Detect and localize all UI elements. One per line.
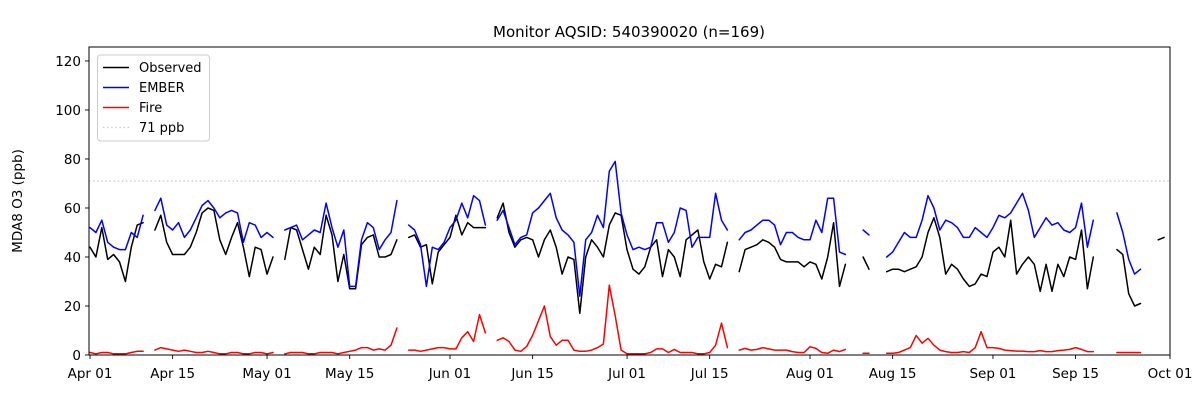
- observed-line: [862, 256, 870, 270]
- ember-line: [284, 199, 398, 288]
- x-tick-label: Jul 15: [690, 366, 729, 382]
- x-tick-label: Sep 01: [969, 366, 1016, 382]
- ember-line: [862, 229, 870, 236]
- x-tick-label: Jun 01: [428, 366, 472, 382]
- fire-line: [738, 345, 847, 355]
- y-tick-label: 120: [55, 54, 81, 70]
- fire-line: [154, 346, 274, 355]
- y-axis-label: MDA8 O3 (ppb): [10, 149, 26, 253]
- ember-line: [496, 160, 729, 297]
- fire-line: [89, 350, 144, 355]
- observed-line: [738, 221, 847, 288]
- fire-line: [885, 330, 1095, 355]
- x-tick-label: Apr 01: [68, 366, 113, 382]
- legend-label: 71 ppb: [139, 121, 184, 136]
- observed-line: [885, 217, 1095, 293]
- ember-line: [738, 197, 847, 256]
- legend-label: Observed: [139, 61, 202, 76]
- ember-line: [885, 192, 1095, 258]
- y-tick-label: 0: [72, 348, 81, 364]
- x-tick-label: Sep 15: [1052, 366, 1099, 382]
- series-group: [89, 160, 1165, 355]
- chart-title: Monitor AQSID: 540390020 (n=169): [493, 23, 765, 41]
- ember-line: [407, 194, 487, 288]
- fire-line: [407, 313, 487, 353]
- y-tick-label: 20: [64, 299, 81, 315]
- x-tick-label: Aug 15: [869, 366, 917, 382]
- observed-line: [284, 214, 398, 290]
- fire-line: [496, 284, 729, 355]
- axis-ticks-group: 0 20 40 60 80 100 120 Apr 01 Apr 15 May 01 May 15 J…: [55, 54, 1192, 382]
- x-tick-label: May 15: [325, 366, 374, 382]
- ember-line: [89, 214, 144, 251]
- y-tick-label: 60: [64, 201, 81, 217]
- observed-line: [1157, 236, 1165, 241]
- x-tick-label: May 01: [242, 366, 291, 382]
- x-tick-label: Jul 01: [607, 366, 646, 382]
- y-tick-label: 80: [64, 152, 81, 168]
- observed-line: [407, 214, 487, 285]
- ember-line: [154, 197, 274, 244]
- x-tick-label: Apr 15: [150, 366, 195, 382]
- axes-frame: [88, 46, 1171, 356]
- legend-box: [97, 54, 210, 142]
- x-tick-label: Jun 15: [510, 366, 554, 382]
- observed-line: [496, 202, 729, 315]
- observed-line: [89, 221, 144, 283]
- y-tick-label: 100: [55, 103, 81, 119]
- legend-label: EMBER: [139, 81, 185, 96]
- observed-line: [154, 207, 274, 278]
- legend: Observed EMBER Fire 71 ppb: [97, 54, 210, 142]
- ember-line: [1116, 212, 1142, 275]
- x-tick-label: Oct 01: [1148, 366, 1193, 382]
- x-tick-label: Aug 01: [786, 366, 834, 382]
- observed-line: [1116, 248, 1142, 307]
- fire-line: [284, 327, 398, 355]
- legend-label: Fire: [139, 101, 162, 116]
- y-tick-label: 40: [64, 250, 81, 266]
